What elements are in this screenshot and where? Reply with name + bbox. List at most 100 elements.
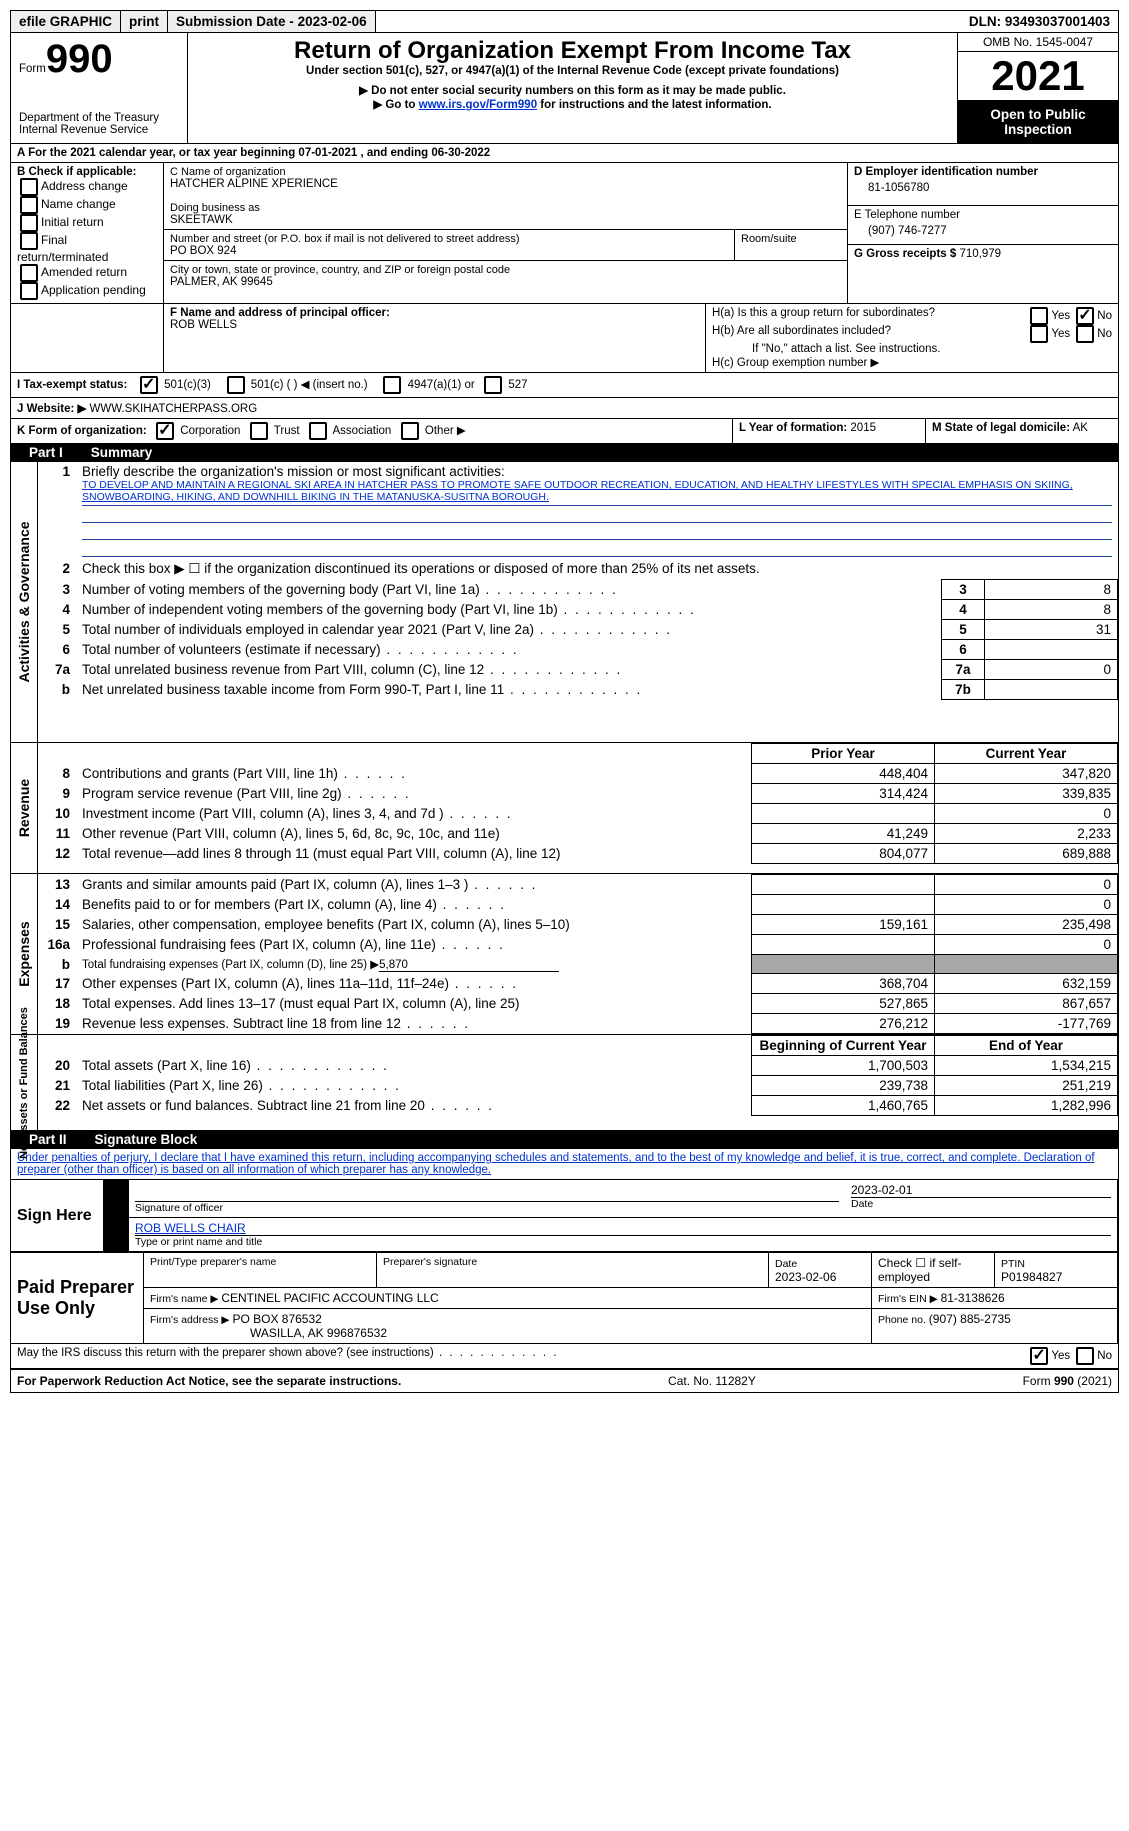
K-other[interactable] <box>401 422 419 440</box>
part1-tab: Part I <box>11 443 81 462</box>
mvision: TO DEVELOP AND MAINTAIN A REGIONAL SKI A… <box>82 479 1112 506</box>
F-spacer <box>11 304 163 372</box>
footer-right: Form 990 (2021) <box>1023 1374 1112 1388</box>
Hb-no[interactable] <box>1076 325 1094 343</box>
chk-pending-lbl: Application pending <box>41 283 146 297</box>
firm-phone: (907) 885-2735 <box>929 1312 1011 1326</box>
v7a: 0 <box>985 660 1118 680</box>
footer-mid: Cat. No. 11282Y <box>401 1374 1022 1388</box>
room-lbl: Room/suite <box>741 233 841 245</box>
K-o3: Association <box>333 425 392 437</box>
p15: 159,161 <box>752 915 935 935</box>
p19: 276,212 <box>752 1014 935 1034</box>
I-501c[interactable] <box>227 376 245 394</box>
L-lbl: L Year of formation: <box>739 422 847 434</box>
I-4947[interactable] <box>383 376 401 394</box>
open-inspection: Open to Public Inspection <box>958 100 1118 143</box>
chk-pending[interactable]: Application pending <box>17 282 157 300</box>
box-H: H(a) Is this a group return for subordin… <box>705 304 1118 372</box>
Ha-no[interactable] <box>1076 307 1094 325</box>
ein: 81-1056780 <box>854 178 1112 202</box>
p13 <box>752 875 935 895</box>
I-o2: 501(c) ( ) ◀ (insert no.) <box>251 379 368 391</box>
box-M: M State of legal domicile: AK <box>925 419 1118 443</box>
discuss-yes-lbl: Yes <box>1051 1350 1070 1362</box>
p17: 368,704 <box>752 974 935 994</box>
chk-initial[interactable]: Initial return <box>17 214 157 232</box>
form-word: Form <box>19 63 46 75</box>
efile-label: efile GRAPHIC <box>11 11 121 32</box>
part2-title: Signature Block <box>85 1130 208 1149</box>
phone-lbl: Phone no. <box>878 1314 929 1326</box>
K-trust[interactable] <box>250 422 268 440</box>
phone: (907) 746-7277 <box>854 221 1112 241</box>
irs-link[interactable]: www.irs.gov/Form990 <box>419 99 537 111</box>
website: WWW.SKIHATCHERPASS.ORG <box>86 403 257 415</box>
submission-date: Submission Date - 2023-02-06 <box>168 11 376 32</box>
officer-name-title: ROB WELLS CHAIR <box>135 1221 1111 1235</box>
firm-name-lbl: Firm's name ▶ <box>150 1293 221 1305</box>
c12: 689,888 <box>935 844 1118 864</box>
form-header: Form990 Department of the Treasury Inter… <box>11 33 1118 143</box>
I-501c3[interactable] <box>140 376 158 394</box>
Hb-yes[interactable] <box>1030 325 1048 343</box>
entity-block: B Check if applicable: Address change Na… <box>11 162 1118 303</box>
B-label: B Check if applicable: <box>17 166 157 178</box>
prior-hdr: Prior Year <box>752 744 935 764</box>
firm-addr2: WASILLA, AK 996876532 <box>150 1326 387 1340</box>
p10 <box>752 804 935 824</box>
discuss-no-lbl: No <box>1097 1350 1112 1362</box>
city: PALMER, AK 99645 <box>170 276 841 288</box>
l5: Total number of individuals employed in … <box>76 620 942 640</box>
K-corp[interactable] <box>156 422 174 440</box>
chk-final[interactable]: Final return/terminated <box>17 232 157 264</box>
mission-line2 <box>82 506 1112 523</box>
lines-expenses: 13Grants and similar amounts paid (Part … <box>38 874 1118 1034</box>
section-activities: Activities & Governance 1 Briefly descri… <box>11 462 1118 742</box>
Ha-yes[interactable] <box>1030 307 1048 325</box>
sub-date: 2023-02-06 <box>298 14 367 29</box>
box-DEG: D Employer identification number 81-1056… <box>847 163 1118 303</box>
chk-address[interactable]: Address change <box>17 178 157 196</box>
addr: PO BOX 924 <box>170 245 728 257</box>
tax-year: 2021 <box>958 52 1118 100</box>
p11: 41,249 <box>752 824 935 844</box>
chk-amended[interactable]: Amended return <box>17 264 157 282</box>
J-lbl: J Website: ▶ <box>17 403 86 415</box>
l7a: Total unrelated business revenue from Pa… <box>76 660 942 680</box>
chk-amended-lbl: Amended return <box>41 265 127 279</box>
chk-name[interactable]: Name change <box>17 196 157 214</box>
discuss-yes[interactable] <box>1030 1347 1048 1365</box>
hdr-mid: Return of Organization Exempt From Incom… <box>187 33 957 143</box>
c16a: 0 <box>935 935 1118 955</box>
firm-ein-lbl: Firm's EIN ▶ <box>878 1293 941 1305</box>
I-527[interactable] <box>484 376 502 394</box>
arrow-icon <box>104 1180 129 1252</box>
p8: 448,404 <box>752 764 935 784</box>
p20: 1,700,503 <box>752 1056 935 1076</box>
l16b-a: Total fundraising expenses (Part IX, col… <box>82 959 379 971</box>
prep-date-lbl: Date <box>775 1258 797 1270</box>
c21: 251,219 <box>935 1076 1118 1096</box>
l10: Investment income (Part VIII, column (A)… <box>76 804 752 824</box>
section-net: Net Assets or Fund Balances Beginning of… <box>11 1034 1118 1130</box>
vlabel-net: Net Assets or Fund Balances <box>18 1007 30 1159</box>
l11: Other revenue (Part VIII, column (A), li… <box>76 824 752 844</box>
discuss-no[interactable] <box>1076 1347 1094 1365</box>
c22: 1,282,996 <box>935 1096 1118 1116</box>
l9: Program service revenue (Part VIII, line… <box>76 784 752 804</box>
part1-header: Part I Summary <box>11 443 1118 462</box>
print-button[interactable]: print <box>121 11 168 32</box>
paid-preparer-block: Paid Preparer Use Only Print/Type prepar… <box>11 1252 1118 1344</box>
l6: Total number of volunteers (estimate if … <box>76 640 942 660</box>
K-assoc[interactable] <box>309 422 327 440</box>
l21: Total liabilities (Part X, line 26) <box>76 1076 752 1096</box>
chk-self[interactable]: Check ☐ if self-employed <box>872 1253 995 1288</box>
year-formed: 2015 <box>847 422 876 434</box>
l16a: Professional fundraising fees (Part IX, … <box>76 935 752 955</box>
vlabel-act: Activities & Governance <box>16 521 32 682</box>
G-lbl: G Gross receipts $ <box>854 248 956 260</box>
note2b: for instructions and the latest informat… <box>537 99 772 111</box>
p12: 804,077 <box>752 844 935 864</box>
form-number: 990 <box>46 37 113 81</box>
